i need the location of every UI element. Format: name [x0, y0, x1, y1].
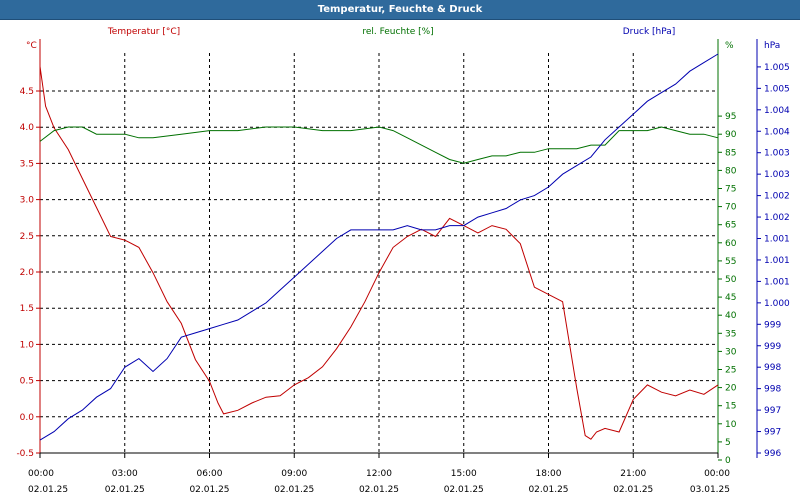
pressure-tick-label: 1.001 — [764, 235, 790, 245]
humidity-tick-label: 20 — [725, 384, 737, 394]
humidity-tick-label: 85 — [725, 148, 736, 158]
temperature-tick-label: 3.5 — [20, 159, 34, 169]
x-tick-date: 02.01.25 — [528, 485, 568, 495]
chart-title-bar: Temperatur, Feuchte & Druck — [0, 0, 800, 20]
x-tick-time: 15:00 — [451, 469, 477, 479]
x-tick-date: 02.01.25 — [105, 485, 145, 495]
chart-title: Temperatur, Feuchte & Druck — [317, 4, 483, 15]
pressure-tick-label: 1.001 — [764, 277, 790, 287]
humidity-tick-label: 65 — [725, 221, 736, 231]
pressure-tick-label: 1.003 — [764, 170, 790, 180]
humidity-tick-label: 40 — [725, 311, 737, 321]
humidity-tick-label: 45 — [725, 293, 736, 303]
pressure-tick-label: 1.002 — [764, 192, 790, 202]
humidity-tick-label: 50 — [725, 275, 737, 285]
pressure-tick-label: 1.004 — [764, 127, 790, 137]
x-tick-date: 03.01.25 — [690, 485, 730, 495]
temperature-tick-label: 1.5 — [20, 304, 34, 314]
pressure-tick-label: 997 — [764, 406, 781, 416]
humidity-axis-title: rel. Feuchte [%] — [362, 27, 433, 37]
pressure-tick-label: 998 — [764, 363, 781, 373]
humidity-tick-label: 70 — [725, 203, 737, 213]
pressure-tick-label: 1.004 — [764, 106, 790, 116]
humidity-tick-label: 10 — [725, 420, 737, 430]
pressure-tick-label: 996 — [764, 449, 781, 459]
humidity-tick-label: 30 — [725, 347, 737, 357]
x-tick-date: 02.01.25 — [274, 485, 314, 495]
temperature-series-line — [39, 66, 719, 440]
humidity-tick-label: 15 — [725, 402, 736, 412]
temperature-tick-label: -0.5 — [16, 449, 34, 459]
humidity-tick-label: 5 — [725, 438, 731, 448]
temperature-tick-label: 3.0 — [20, 196, 35, 206]
pressure-axis-title: Druck [hPa] — [623, 27, 676, 37]
temperature-tick-label: 0.5 — [20, 377, 34, 387]
x-tick-time: 18:00 — [536, 469, 562, 479]
humidity-tick-label: 25 — [725, 366, 736, 376]
humidity-tick-label: 60 — [725, 239, 737, 249]
humidity-tick-label: 90 — [725, 130, 737, 140]
x-tick-date: 02.01.25 — [613, 485, 653, 495]
temperature-unit: °C — [26, 41, 37, 51]
x-tick-time: 12:00 — [366, 469, 392, 479]
x-tick-time: 06:00 — [197, 469, 223, 479]
humidity-tick-label: 80 — [725, 166, 737, 176]
humidity-series-line — [39, 126, 719, 164]
x-tick-time: 21:00 — [620, 469, 646, 479]
pressure-tick-label: 1.002 — [764, 213, 790, 223]
chart-labels: -0.5 0.0 0.5 1.0 1.5 2.0 2.5 3.0 3.5 4.0 4.5 0 5 10 15… — [16, 27, 790, 495]
x-tick-time: 00:00 — [704, 469, 730, 479]
x-tick-time: 09:00 — [281, 469, 307, 479]
temperature-tick-label: 4.0 — [20, 123, 35, 133]
temperature-tick-label: 1.0 — [20, 340, 35, 350]
temperature-tick-label: 4.5 — [20, 87, 34, 97]
temperature-tick-label: 0.0 — [20, 413, 35, 423]
temperature-tick-label: 2.5 — [20, 232, 34, 242]
pressure-tick-label: 1.005 — [764, 84, 790, 94]
x-tick-date: 02.01.25 — [444, 485, 484, 495]
x-tick-time: 03:00 — [112, 469, 138, 479]
pressure-tick-label: 1.005 — [764, 63, 790, 73]
humidity-tick-label: 55 — [725, 257, 736, 267]
plot-frame — [36, 39, 761, 461]
pressure-tick-label: 999 — [764, 320, 781, 330]
pressure-tick-label: 1.001 — [764, 256, 790, 266]
pressure-tick-label: 999 — [764, 342, 781, 352]
x-tick-date: 02.01.25 — [189, 485, 229, 495]
humidity-tick-label: 35 — [725, 329, 736, 339]
pressure-tick-label: 1.003 — [764, 149, 790, 159]
pressure-tick-label: 997 — [764, 428, 781, 438]
humidity-tick-label: 75 — [725, 185, 736, 195]
pressure-unit: hPa — [764, 41, 780, 51]
humidity-tick-label: 95 — [725, 112, 736, 122]
x-tick-time: 00:00 — [28, 469, 54, 479]
pressure-series-line — [39, 53, 719, 441]
x-tick-date: 02.01.25 — [359, 485, 399, 495]
pressure-tick-label: 1.000 — [764, 299, 790, 309]
chart-series — [39, 53, 719, 441]
x-tick-date: 02.01.25 — [28, 485, 68, 495]
temperature-tick-label: 2.0 — [20, 268, 35, 278]
humidity-unit: % — [725, 41, 734, 51]
pressure-tick-label: 998 — [764, 385, 781, 395]
humidity-tick-label: 0 — [725, 456, 731, 466]
temperature-axis-title: Temperatur [°C] — [107, 27, 180, 37]
